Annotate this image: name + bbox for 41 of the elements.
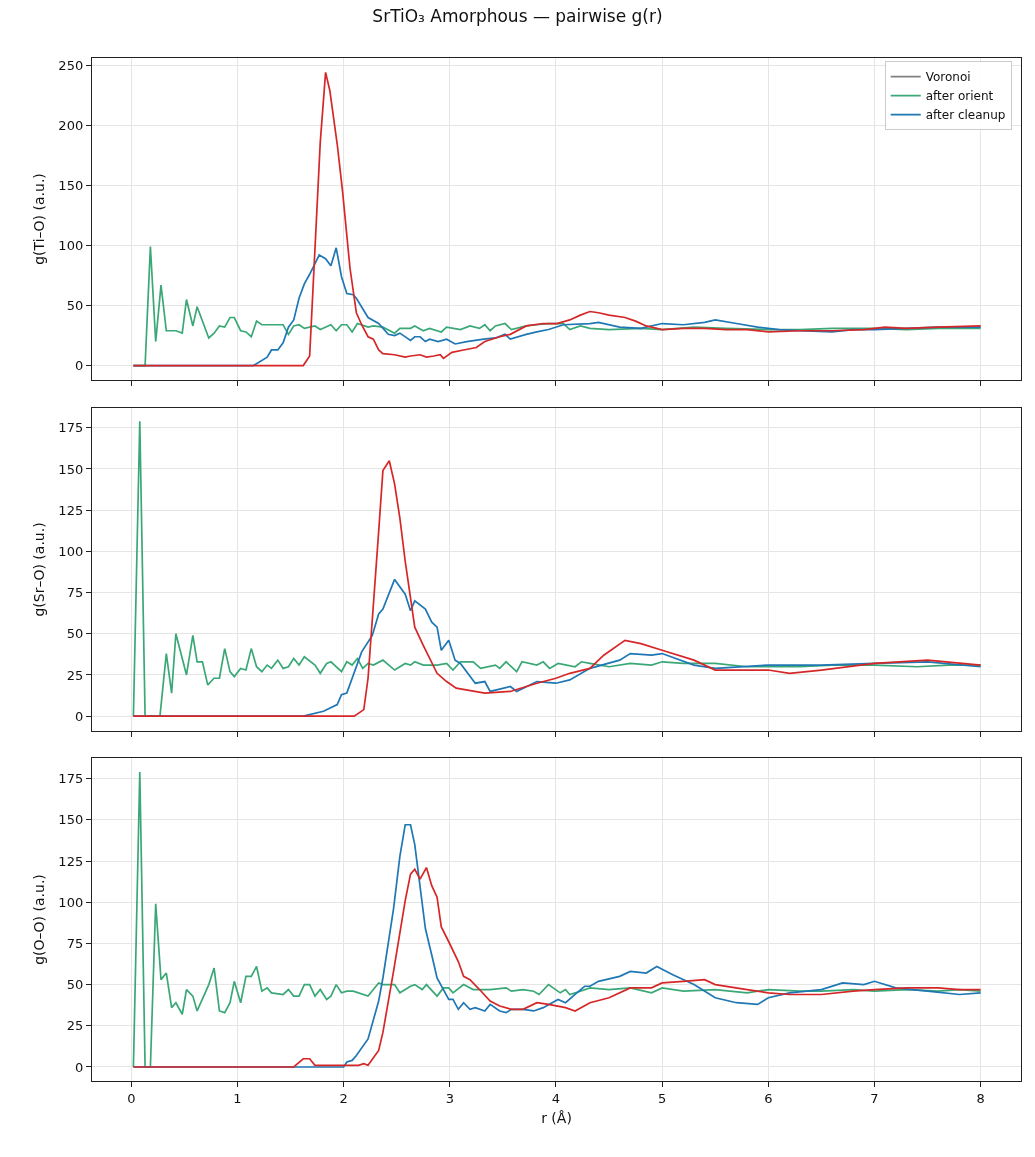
x-tick-label: 1 xyxy=(233,1090,242,1106)
y-axis-title: g(O–O) (a.u.) xyxy=(31,874,48,965)
y-tick-label: 150 xyxy=(58,461,84,477)
y-tick-label: 100 xyxy=(58,237,84,253)
chart-title: SrTiO₃ Amorphous — pairwise g(r) xyxy=(372,5,663,26)
y-tick-label: 50 xyxy=(66,977,84,993)
x-tick-label: 7 xyxy=(870,1090,879,1106)
legend-label: after cleanup xyxy=(925,108,1006,123)
legend-label: after orient xyxy=(925,89,994,104)
y-tick-label: 100 xyxy=(58,894,84,910)
x-tick-label: 6 xyxy=(764,1090,773,1106)
y-tick-label: 250 xyxy=(58,57,84,73)
y-tick-label: 0 xyxy=(74,358,84,374)
y-tick-label: 50 xyxy=(66,298,84,314)
x-axis-title: r (Å) xyxy=(541,1110,572,1126)
x-tick-label: 0 xyxy=(127,1090,136,1106)
y-tick-label: 175 xyxy=(58,771,84,787)
y-tick-label: 150 xyxy=(58,177,84,193)
y-tick-label: 200 xyxy=(58,117,84,133)
y-tick-label: 50 xyxy=(66,626,84,642)
x-tick-label: 5 xyxy=(658,1090,667,1106)
y-tick-label: 125 xyxy=(58,853,84,869)
y-tick-label: 100 xyxy=(58,543,84,559)
x-tick-label: 4 xyxy=(551,1090,561,1106)
line-series xyxy=(132,771,982,1068)
line-series xyxy=(132,866,982,1068)
y-tick-label: 75 xyxy=(66,585,84,601)
y-axis-title: g(Sr–O) (a.u.) xyxy=(31,522,48,617)
x-tick-label: 8 xyxy=(976,1090,985,1106)
y-tick-label: 0 xyxy=(74,1059,84,1075)
y-tick-label: 25 xyxy=(66,667,84,683)
y-axis-title: g(Ti–O) (a.u.) xyxy=(31,173,48,265)
y-tick-label: 125 xyxy=(58,502,84,518)
y-tick-label: 0 xyxy=(74,708,84,724)
x-tick-label: 2 xyxy=(339,1090,348,1106)
y-tick-label: 75 xyxy=(66,935,84,951)
y-tick-label: 150 xyxy=(58,812,84,828)
y-tick-label: 175 xyxy=(58,420,84,436)
x-tick-label: 3 xyxy=(445,1090,454,1106)
legend-label: Voronoi xyxy=(925,70,971,85)
y-tick-label: 25 xyxy=(66,1018,84,1034)
